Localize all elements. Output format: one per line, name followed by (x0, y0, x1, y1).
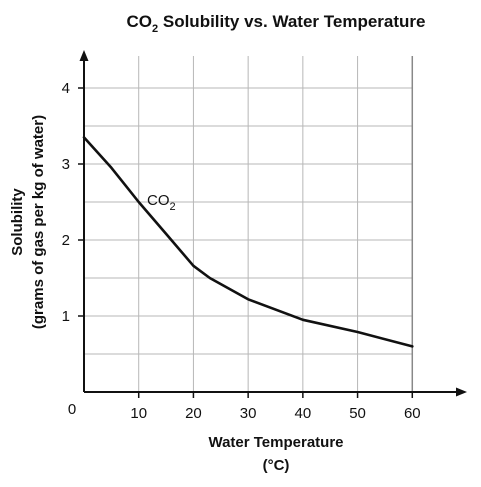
x-axis-arrowhead (456, 387, 467, 397)
y-axis (79, 50, 89, 392)
y-tick-label: 1 (62, 308, 70, 325)
x-axis-unit: (°C) (263, 457, 290, 474)
y-tick-label: 2 (62, 232, 70, 249)
x-tick-label: 40 (295, 405, 312, 422)
y-axis-arrowhead (79, 50, 89, 61)
vertical-gridlines (138, 56, 414, 392)
y-axis-subtitle-group: (grams of gas per kg of water) (30, 115, 47, 329)
y-axis-title-group: Solubility (9, 188, 26, 256)
y-axis-subtitle: (grams of gas per kg of water) (30, 115, 47, 329)
y-axis-title: Solubility (9, 188, 26, 256)
y-tick-label: 3 (62, 156, 70, 173)
x-tick-label: 20 (185, 405, 202, 422)
x-tick-label: 50 (349, 405, 366, 422)
co2-solubility-line (82, 136, 414, 348)
x-axis (84, 387, 467, 397)
chart-title: CO2 Solubility vs. Water Temperature (127, 12, 426, 35)
y-tick-label: 4 (62, 80, 70, 97)
x-axis-title: Water Temperature (208, 434, 343, 451)
y-axis-ticks: 1 2 3 4 (62, 80, 84, 325)
co2-series-label: CO2 (147, 192, 176, 213)
x-tick-label: 10 (130, 405, 147, 422)
x-tick-label: 60 (404, 405, 421, 422)
x-tick-label: 30 (240, 405, 257, 422)
origin-label: 0 (68, 401, 76, 418)
x-axis-ticks: 10 20 30 40 50 60 (130, 392, 421, 422)
